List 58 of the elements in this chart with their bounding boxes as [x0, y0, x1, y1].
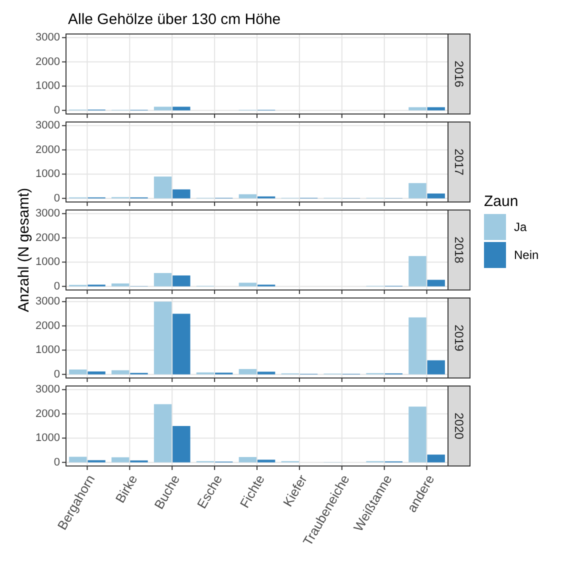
text: 2016 — [452, 60, 466, 88]
bar — [427, 454, 445, 462]
legend-label: Ja — [514, 220, 527, 234]
bar — [154, 302, 172, 374]
bar — [408, 183, 426, 198]
text: 2018 — [452, 236, 466, 264]
bar — [408, 406, 426, 462]
legend-label: Nein — [514, 248, 539, 262]
y-tick-label: 0 — [54, 192, 60, 204]
bar — [112, 283, 130, 286]
bar — [427, 280, 445, 286]
bar — [408, 317, 426, 374]
bar — [154, 404, 172, 462]
text: 2020 — [452, 412, 466, 440]
bar — [172, 314, 190, 374]
y-axis-title: Anzahl (N gesamt) — [16, 188, 32, 312]
y-tick-label: 2000 — [36, 320, 60, 332]
y-tick-label: 0 — [54, 368, 60, 380]
y-tick-label: 0 — [54, 104, 60, 116]
y-tick-label: 3000 — [36, 32, 60, 44]
text: 2017 — [452, 148, 466, 176]
y-tick-label: 2000 — [36, 56, 60, 68]
bar — [69, 456, 87, 462]
bar — [112, 457, 130, 462]
bar — [172, 275, 190, 286]
y-tick-label: 2000 — [36, 232, 60, 244]
y-tick-label: 0 — [54, 456, 60, 468]
bar — [427, 360, 445, 374]
y-tick-label: 2000 — [36, 144, 60, 156]
y-tick-label: 2000 — [36, 408, 60, 420]
bar — [112, 370, 130, 374]
y-tick-label: 3000 — [36, 120, 60, 132]
bar — [154, 273, 172, 286]
y-tick-label: 1000 — [36, 432, 60, 444]
bar — [88, 371, 106, 374]
y-tick-label: 3000 — [36, 208, 60, 220]
y-tick-label: 0 — [54, 280, 60, 292]
bar — [238, 282, 257, 286]
bar — [238, 369, 257, 374]
y-tick-label: 1000 — [36, 344, 60, 356]
bar — [257, 460, 276, 462]
chart-title: Alle Gehölze über 130 cm Höhe — [68, 11, 281, 28]
legend-title: Zaun — [484, 193, 518, 210]
bar — [427, 194, 445, 198]
y-tick-label: 3000 — [36, 384, 60, 396]
bar — [154, 176, 172, 198]
y-tick-label: 1000 — [36, 168, 60, 180]
bar — [257, 372, 276, 374]
bar — [172, 426, 190, 462]
bar — [238, 457, 257, 462]
y-tick-label: 1000 — [36, 80, 60, 92]
bar — [69, 370, 87, 374]
text: 2019 — [452, 324, 466, 352]
bar — [172, 189, 190, 198]
y-tick-label: 1000 — [36, 256, 60, 268]
bar — [238, 194, 257, 198]
bar — [408, 256, 426, 286]
y-tick-label: 3000 — [36, 296, 60, 308]
